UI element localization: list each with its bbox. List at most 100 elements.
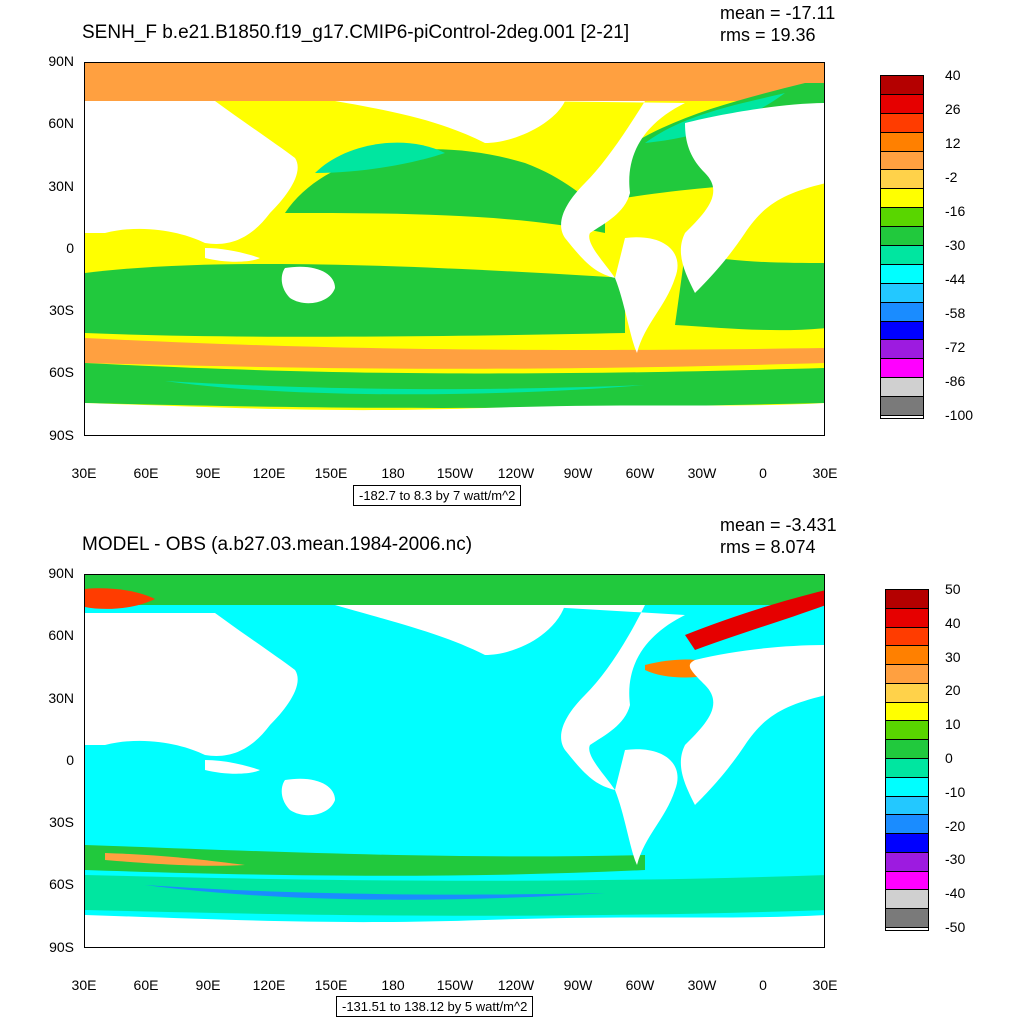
colorbar-label: -50 xyxy=(945,919,966,935)
map-plot xyxy=(84,574,825,948)
colorbar-swatch xyxy=(886,683,928,703)
colorbar-swatch xyxy=(886,834,928,853)
colorbar xyxy=(885,589,929,931)
colorbar-swatch xyxy=(881,246,923,265)
mean-value: mean = -17.11 xyxy=(720,3,836,23)
mean-value: mean = -3.431 xyxy=(720,515,837,535)
x-tick-label: 30E xyxy=(71,977,97,993)
y-tick-label: 90N xyxy=(48,565,74,581)
colorbar-swatch xyxy=(881,151,923,171)
x-tick-label: 90W xyxy=(563,977,593,993)
colorbar-swatch xyxy=(881,170,923,190)
colorbar-label: -10 xyxy=(945,783,966,800)
colorbar-swatch xyxy=(881,359,923,379)
rms-value: rms = 19.36 xyxy=(720,25,816,45)
colorbar-label: -30 xyxy=(945,237,966,253)
x-tick-label: 90E xyxy=(195,977,221,993)
colorbar-swatch xyxy=(881,189,923,209)
colorbar-label: -2 xyxy=(945,169,958,185)
x-tick-label: 150E xyxy=(314,465,348,481)
y-tick-label: 90S xyxy=(49,427,74,443)
x-tick-label: 120W xyxy=(497,465,535,481)
colorbar-swatch xyxy=(881,132,923,152)
colorbar-label: -16 xyxy=(945,203,966,219)
colorbar-label: 0 xyxy=(945,750,953,766)
contour-range-label: -182.7 to 8.3 by 7 watt/m^2 xyxy=(353,485,522,506)
x-tick-label: 60E xyxy=(133,465,159,481)
x-tick-label: 60E xyxy=(133,977,159,993)
y-tick-label: 30N xyxy=(48,690,74,706)
map-title: SENH_F b.e21.B1850.f19_g17.CMIP6-piContr… xyxy=(82,22,630,43)
colorbar-label: 30 xyxy=(945,648,961,665)
panel-model-minus-obs: MODEL - OBS (a.b27.03.mean.1984-2006.nc)… xyxy=(0,512,1024,1024)
x-tick-label: 150W xyxy=(436,465,474,481)
y-tick-label: 90N xyxy=(48,53,74,69)
contour-range-label: -131.51 to 138.12 by 5 watt/m^2 xyxy=(336,996,534,1017)
colorbar-label: -40 xyxy=(945,885,966,902)
colorbar-swatch xyxy=(886,890,928,910)
x-tick-label: 90W xyxy=(563,465,593,481)
colorbar-swatch xyxy=(886,646,928,666)
colorbar-swatch xyxy=(886,909,928,928)
colorbar-swatch xyxy=(886,796,928,816)
colorbar-label: -86 xyxy=(945,373,966,389)
colorbar-swatch xyxy=(881,264,923,284)
colorbar-swatch xyxy=(886,871,928,891)
x-tick-label: 30E xyxy=(812,465,838,481)
y-tick-label: 30S xyxy=(49,302,74,318)
y-tick-label: 0 xyxy=(66,240,74,256)
x-tick-label: 30E xyxy=(812,977,838,993)
colorbar-label: 26 xyxy=(945,101,961,117)
y-tick-label: 60N xyxy=(48,115,74,131)
colorbar-label: 50 xyxy=(945,581,961,597)
y-tick-label: 30N xyxy=(48,178,74,194)
y-tick-label: 0 xyxy=(66,752,74,768)
colorbar-label: -58 xyxy=(945,305,966,321)
x-tick-label: 90E xyxy=(195,465,221,481)
colorbar-label: -20 xyxy=(945,817,966,834)
x-tick-label: 60W xyxy=(625,465,655,481)
colorbar-swatch xyxy=(881,227,923,246)
colorbar-swatch xyxy=(881,340,923,360)
colorbar-swatch xyxy=(886,702,928,722)
colorbar xyxy=(880,75,924,419)
x-tick-label: 150E xyxy=(314,977,348,993)
colorbar-swatch xyxy=(881,283,923,303)
x-tick-label: 180 xyxy=(381,465,405,481)
map-plot xyxy=(84,62,825,436)
x-tick-label: 150W xyxy=(436,977,474,993)
colorbar-swatch xyxy=(886,759,928,778)
colorbar-label: -72 xyxy=(945,339,966,355)
colorbar-label: 12 xyxy=(945,135,961,151)
y-tick-label: 60S xyxy=(49,364,74,380)
colorbar-label: 20 xyxy=(945,682,961,699)
colorbar-swatch xyxy=(881,321,923,341)
x-tick-label: 30E xyxy=(71,465,97,481)
colorbar-label: -30 xyxy=(945,851,966,868)
colorbar-swatch xyxy=(881,76,923,95)
colorbar-swatch xyxy=(881,302,923,322)
colorbar-swatch xyxy=(881,94,923,114)
colorbar-swatch xyxy=(881,113,923,133)
x-tick-label: 30W xyxy=(687,977,717,993)
x-tick-label: 120W xyxy=(497,977,535,993)
y-tick-label: 60S xyxy=(49,876,74,892)
colorbar-swatch xyxy=(881,378,923,398)
colorbar-label: 40 xyxy=(945,614,961,631)
x-tick-label: 120E xyxy=(252,465,286,481)
map-title: MODEL - OBS (a.b27.03.mean.1984-2006.nc) xyxy=(82,534,473,555)
x-tick-label: 180 xyxy=(381,977,405,993)
colorbar-swatch xyxy=(886,721,928,741)
x-tick-label: 30W xyxy=(687,465,717,481)
colorbar-label: 40 xyxy=(945,67,961,83)
y-tick-label: 60N xyxy=(48,627,74,643)
x-tick-label: 0 xyxy=(759,977,767,993)
colorbar-swatch xyxy=(886,665,928,684)
colorbar-swatch xyxy=(886,815,928,835)
colorbar-swatch xyxy=(886,627,928,647)
colorbar-swatch xyxy=(881,397,923,416)
colorbar-swatch xyxy=(886,608,928,628)
y-tick-label: 30S xyxy=(49,814,74,830)
colorbar-label: -44 xyxy=(945,271,966,287)
colorbar-label: -100 xyxy=(945,407,974,423)
